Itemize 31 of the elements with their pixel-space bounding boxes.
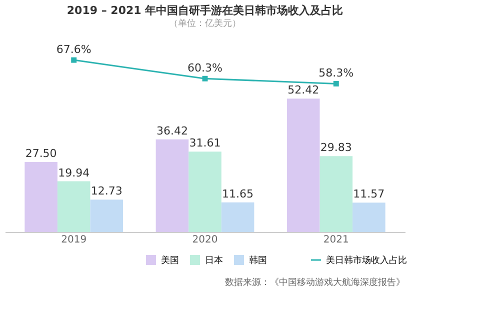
bar bbox=[320, 156, 353, 232]
x-tick-label: 2020 bbox=[192, 234, 218, 246]
data-label: 27.50 bbox=[25, 147, 57, 160]
data-label: 36.42 bbox=[156, 124, 188, 138]
legend-label: 美日韩市场收入占比 bbox=[326, 255, 407, 266]
chart-title: 2019 – 2021 年中国自研手游在美日韩市场收入及占比 bbox=[66, 4, 344, 17]
x-tick-label: 2019 bbox=[61, 234, 87, 246]
data-label: 67.6% bbox=[56, 43, 92, 56]
data-label: 58.3% bbox=[318, 66, 354, 80]
data-label: 31.61 bbox=[189, 136, 221, 150]
data-label: 52.42 bbox=[288, 84, 320, 97]
bar bbox=[188, 152, 222, 232]
bar bbox=[286, 98, 320, 232]
bar bbox=[221, 202, 254, 232]
data-label: 29.83 bbox=[320, 141, 352, 154]
x-tick-label: 2021 bbox=[323, 234, 349, 246]
bar bbox=[57, 181, 90, 232]
legend-label: 日本 bbox=[205, 255, 223, 266]
legend-label: 美国 bbox=[161, 255, 179, 266]
legend-label: 韩国 bbox=[249, 255, 267, 266]
chart-subtitle: （单位：亿美元） bbox=[169, 18, 241, 29]
source-note: 数据来源：《中国移动游戏大航海深度报告》 bbox=[225, 277, 405, 288]
data-label: 11.57 bbox=[353, 188, 385, 201]
bar bbox=[352, 202, 386, 232]
data-label: 60.3% bbox=[188, 62, 222, 75]
data-label: 19.94 bbox=[58, 166, 90, 180]
data-label: 12.73 bbox=[90, 184, 122, 198]
bar bbox=[90, 200, 124, 232]
data-label: 11.65 bbox=[222, 187, 254, 200]
bar bbox=[24, 162, 58, 232]
bar bbox=[156, 139, 189, 232]
